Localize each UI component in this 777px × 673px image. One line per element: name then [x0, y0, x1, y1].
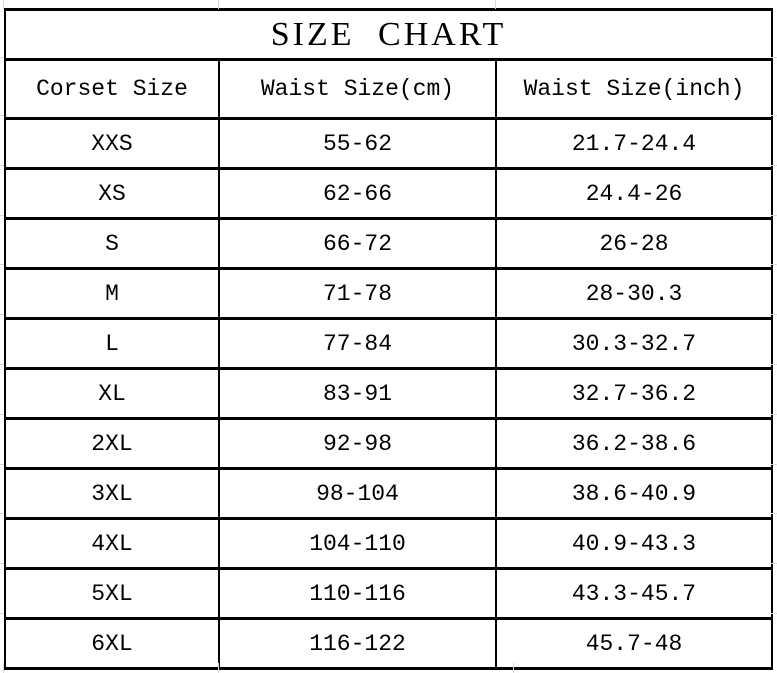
gridline-stub	[0, 513, 4, 514]
gridline-stub	[771, 115, 777, 116]
gridline-stub	[771, 613, 777, 614]
table-cell: 38.6-40.9	[495, 467, 773, 520]
table-row: XXS 55-62 21.7-24.4	[4, 117, 773, 170]
table-cell: 26-28	[495, 217, 773, 270]
table-cell: 30.3-32.7	[495, 317, 773, 370]
table-cell: 40.9-43.3	[495, 517, 773, 570]
table-row: M 71-78 28-30.3	[4, 267, 773, 320]
table-cell: 55-62	[218, 117, 497, 170]
gridline-stub	[0, 215, 4, 216]
gridline-stub	[771, 57, 777, 58]
gridline-stub	[0, 563, 4, 564]
table-cell: 6XL	[4, 617, 220, 670]
gridline-stub	[513, 663, 514, 673]
gridline-stub	[771, 364, 777, 365]
table-cell: 5XL	[4, 567, 220, 620]
table-cell: M	[4, 267, 220, 320]
table-row: 5XL 110-116 43.3-45.7	[4, 567, 773, 620]
gridline-stub	[771, 513, 777, 514]
table-cell: 32.7-36.2	[495, 367, 773, 420]
table-cell: 24.4-26	[495, 167, 773, 220]
table-cell: 3XL	[4, 467, 220, 520]
table-cell: 28-30.3	[495, 267, 773, 320]
gridline-stub	[0, 414, 4, 415]
table-cell: 71-78	[218, 267, 497, 320]
gridline-stub	[218, 0, 219, 9]
table-cell: XXS	[4, 117, 220, 170]
gridline-stub	[495, 0, 496, 9]
table-cell: 83-91	[218, 367, 497, 420]
table-cell: 36.2-38.6	[495, 417, 773, 470]
gridline-stub	[0, 165, 4, 166]
table-cell: 4XL	[4, 517, 220, 570]
table-cell: 21.7-24.4	[495, 117, 773, 170]
header-row: Corset Size Waist Size(cm) Waist Size(inch…	[4, 58, 773, 120]
size-chart-table: SIZE CHART Corset Size Waist Size(cm) Wais…	[4, 8, 773, 670]
size-rows: XXS 55-62 21.7-24.4 XS 62-66 24.4-26 S 66-72 26-…	[4, 117, 773, 670]
gridline-stub	[771, 464, 777, 465]
gridline-stub	[0, 115, 4, 116]
gridline-stub	[771, 414, 777, 415]
gridline-stub	[0, 57, 4, 58]
table-cell: 104-110	[218, 517, 497, 570]
gridline-stub	[218, 663, 219, 673]
table-row: XL 83-91 32.7-36.2	[4, 367, 773, 420]
table-cell: 110-116	[218, 567, 497, 620]
column-header-1: Corset Size	[4, 58, 220, 120]
chart-title: SIZE CHART	[4, 8, 773, 61]
gridline-stub	[0, 613, 4, 614]
table-row: L 77-84 30.3-32.7	[4, 317, 773, 370]
table-row: 3XL 98-104 38.6-40.9	[4, 467, 773, 520]
table-row: XS 62-66 24.4-26	[4, 167, 773, 220]
table-cell: 98-104	[218, 467, 497, 520]
gridline-stub	[771, 165, 777, 166]
gridline-stub	[0, 464, 4, 465]
table-row: 4XL 104-110 40.9-43.3	[4, 517, 773, 570]
table-cell: 116-122	[218, 617, 497, 670]
table-cell: 77-84	[218, 317, 497, 370]
column-header-2: Waist Size(cm)	[218, 58, 497, 120]
table-cell: XL	[4, 367, 220, 420]
column-header-3: Waist Size(inch)	[495, 58, 773, 120]
gridline-stub	[3, 663, 4, 673]
table-cell: XS	[4, 167, 220, 220]
table-cell: L	[4, 317, 220, 370]
table-cell: 66-72	[218, 217, 497, 270]
gridline-stub	[0, 264, 4, 265]
gridline-stub	[0, 364, 4, 365]
table-row: 6XL 116-122 45.7-48	[4, 617, 773, 670]
title-row: SIZE CHART	[4, 8, 773, 61]
gridline-stub	[771, 563, 777, 564]
gridline-stub	[3, 0, 4, 9]
table-cell: 92-98	[218, 417, 497, 470]
table-cell: S	[4, 217, 220, 270]
table-row: 2XL 92-98 36.2-38.6	[4, 417, 773, 470]
gridline-stub	[771, 264, 777, 265]
table-cell: 62-66	[218, 167, 497, 220]
gridline-stub	[0, 314, 4, 315]
table-cell: 43.3-45.7	[495, 567, 773, 620]
table-cell: 2XL	[4, 417, 220, 470]
table-row: S 66-72 26-28	[4, 217, 773, 270]
table-cell: 45.7-48	[495, 617, 773, 670]
gridline-stub	[771, 314, 777, 315]
gridline-stub	[771, 215, 777, 216]
